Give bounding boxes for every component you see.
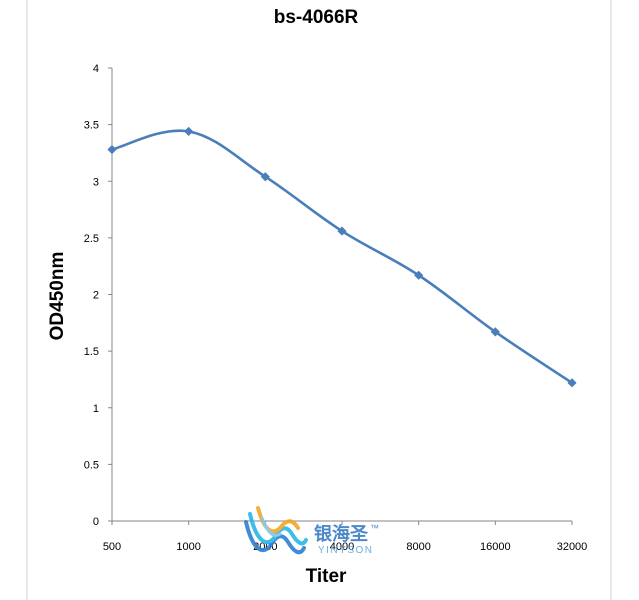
data-point-marker <box>260 172 270 182</box>
x-tick-label: 500 <box>103 541 121 553</box>
series-group <box>107 126 577 388</box>
y-tick-label: 1 <box>93 403 99 415</box>
chart-title: bs-4066R <box>274 7 359 28</box>
x-tick-label: 4000 <box>330 541 354 553</box>
x-tick-label: 8000 <box>406 541 430 553</box>
watermark-trademark: ™ <box>370 523 379 533</box>
x-tick-label: 16000 <box>480 541 511 553</box>
y-tick-label: 0 <box>93 516 99 528</box>
series-line <box>111 129 573 384</box>
data-point-marker <box>184 126 194 137</box>
x-tick-label: 32000 <box>557 541 588 553</box>
y-tick-label: 3 <box>93 176 99 188</box>
data-point-marker <box>490 327 500 337</box>
watermark-name-cn: 银海圣 <box>314 523 369 544</box>
y-tick-label: 4 <box>93 63 99 75</box>
x-axis-title: Titer <box>306 566 347 587</box>
y-tick-label: 0.5 <box>84 459 99 471</box>
watermark-name-en: YINYSON <box>318 545 374 556</box>
y-tick-label: 1.5 <box>84 346 99 358</box>
watermark-logo: 银海圣 ™ YINYSON <box>244 506 379 556</box>
x-tick-label: 1000 <box>176 541 200 553</box>
y-ticks: 0 0.5 1 1.5 2 2.5 3 3.5 4 <box>84 63 112 528</box>
data-point-marker <box>107 144 117 155</box>
y-axis-title: OD450nm <box>47 252 68 341</box>
y-tick-label: 2 <box>93 290 99 302</box>
data-point-marker <box>414 270 424 280</box>
y-tick-label: 2.5 <box>84 233 99 245</box>
y-tick-label: 3.5 <box>84 120 99 132</box>
watermark-wave-icon <box>244 506 308 555</box>
data-point-marker <box>567 378 577 388</box>
data-point-marker <box>337 226 347 236</box>
axes <box>111 68 572 522</box>
